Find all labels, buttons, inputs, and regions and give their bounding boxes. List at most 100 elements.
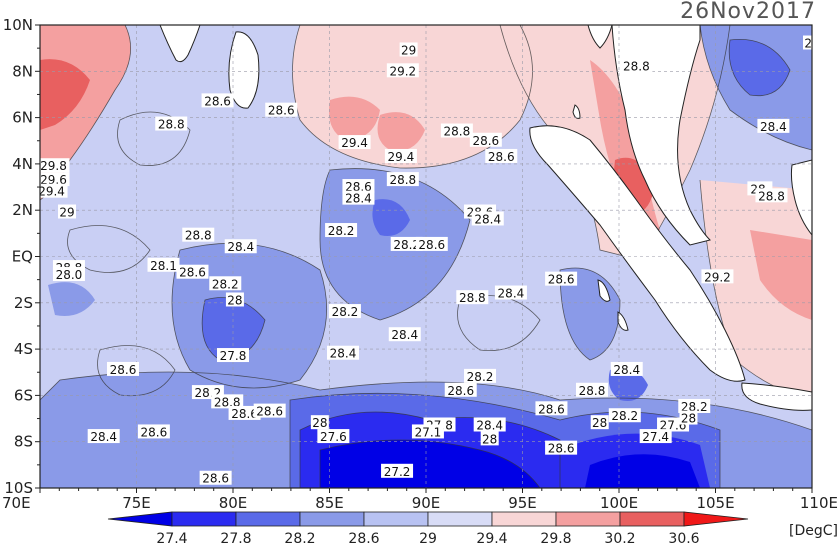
contour-label-bg [678,398,711,413]
contour-line [171,242,328,389]
contour-label: 28.6 [179,266,206,280]
contour-label: 28.4 [227,240,254,254]
contour-label: 28.8 [214,395,241,409]
cool-region-south-core-b [320,440,540,488]
contour-label-bg [224,239,257,254]
contour-label-bg [803,35,812,50]
colorbar-tick-label: 30.6 [668,531,699,544]
contour-label: 29.6 [40,173,67,187]
land-india-tip [159,25,201,63]
contour-label-bg [608,408,641,423]
contour-label-bg [147,257,180,272]
contour-label: 28.2 [332,305,359,319]
contour-label-bg [209,276,242,291]
land-nicobar [572,104,581,119]
contour-label-bg [381,463,414,478]
contour-label-bg [679,410,698,425]
contour-label: 28.8 [389,173,416,187]
contour-line [289,392,721,488]
contour-line [319,439,541,488]
colorbar-tick-label: 30.2 [604,531,635,544]
land-masses [159,25,812,411]
contour-label: 28.4 [760,120,787,134]
colorbar-segment [427,511,493,527]
contour-label: 28.0 [56,268,83,282]
contour-label-bg [575,382,608,397]
contour-label: 28.8 [623,60,650,74]
contour-label: 28.6 [538,402,565,416]
land-malay-peninsula [611,25,711,246]
land-sri-lanka [228,31,260,109]
contour-label: 29.8 [40,159,67,173]
longitude-axis: 70E 75E 80E 85E 90E 95E 100E 105E 110E [2,494,838,512]
contour-label: 28.6 [447,384,474,398]
warm-region-borneo-core [750,230,812,320]
warm-region-borneo-sea [700,180,812,400]
colorbar-segment [171,511,237,527]
land-mentawai-2 [617,311,629,331]
lat-tick-label: 8S [14,433,33,451]
contour-label: 28.8 [444,124,471,138]
contour-label-bg [338,135,371,150]
contour-label-bg [342,190,375,205]
contour-label-bg [106,361,139,376]
contour-label-bg [620,58,653,73]
contour-label: 28 [482,432,497,446]
contour-label: 28 [227,293,242,307]
contour-label-bg [535,401,568,416]
contour-line [292,25,533,169]
contour-label-bg [182,227,215,242]
colorbar-tick-label: 27.4 [156,531,187,544]
axis-ticks [35,24,813,493]
contour-label: 29.4 [38,185,65,199]
contour-label: 28.2 [467,370,494,384]
contour-label-bg [485,148,518,163]
warm-region-arabian-core [40,59,90,130]
colorbar-tick-label: 29 [419,531,437,544]
land-borneo [790,159,812,236]
lon-tick-label: 105E [696,494,734,512]
contour-line [117,111,191,166]
contour-label-bg [265,102,298,117]
contour-label: 28.6 [110,363,137,377]
colorbar-tick-label: 29.8 [540,531,571,544]
lon-tick-label: 110E [800,494,838,512]
colorbar-segment [619,511,685,527]
contour-label: 28.4 [613,363,640,377]
contour-label: 28.2 [328,224,355,238]
contour-label: 29 [401,43,416,57]
contour-label: 28.6 [202,472,229,486]
contour-label: 28.8 [158,118,185,132]
contour-label: 28.6 [418,238,445,252]
contour-label: 29.4 [341,136,368,150]
contour-label: 28.6 [548,442,575,456]
contour-label-bg [386,172,419,187]
contour-label: 28 [592,416,607,430]
contour-label: 27.4 [642,430,669,444]
contour-label: 28.1 [150,259,177,273]
contour-label: 28.8 [185,229,212,243]
warm-region-bay-core-2 [377,112,425,151]
contour-label: 28.4 [476,418,503,432]
contour-label-bg [386,63,419,78]
warm-region-bay-core [329,96,380,140]
lat-tick-label: EQ [12,248,33,266]
contour-label-bg [639,429,672,444]
colorbar: 27.4 27.8 28.2 28.6 29 29.4 29.8 30.2 30.6 [107,511,749,544]
contour-label: 28 [804,37,819,51]
lat-tick-label: 4N [12,155,33,173]
contour-line [728,38,791,97]
contour-line [699,25,812,151]
contour-label-bg [701,269,734,284]
contour-label: 28.6 [345,180,372,194]
contour-label-bg [40,183,68,198]
contour-label: 28.4 [474,212,501,226]
contour-label: 28.8 [459,291,486,305]
contour-label-bg [58,204,77,219]
colorbar-high-arrow [683,511,749,527]
contour-label: 28 [681,412,696,426]
contour-label-bg [342,179,375,194]
contour-labels: 28.628.628.82929.229.429.428.828.628.628… [38,35,819,486]
lat-tick-label: 10S [4,479,33,497]
contour-label-bg [390,236,423,251]
